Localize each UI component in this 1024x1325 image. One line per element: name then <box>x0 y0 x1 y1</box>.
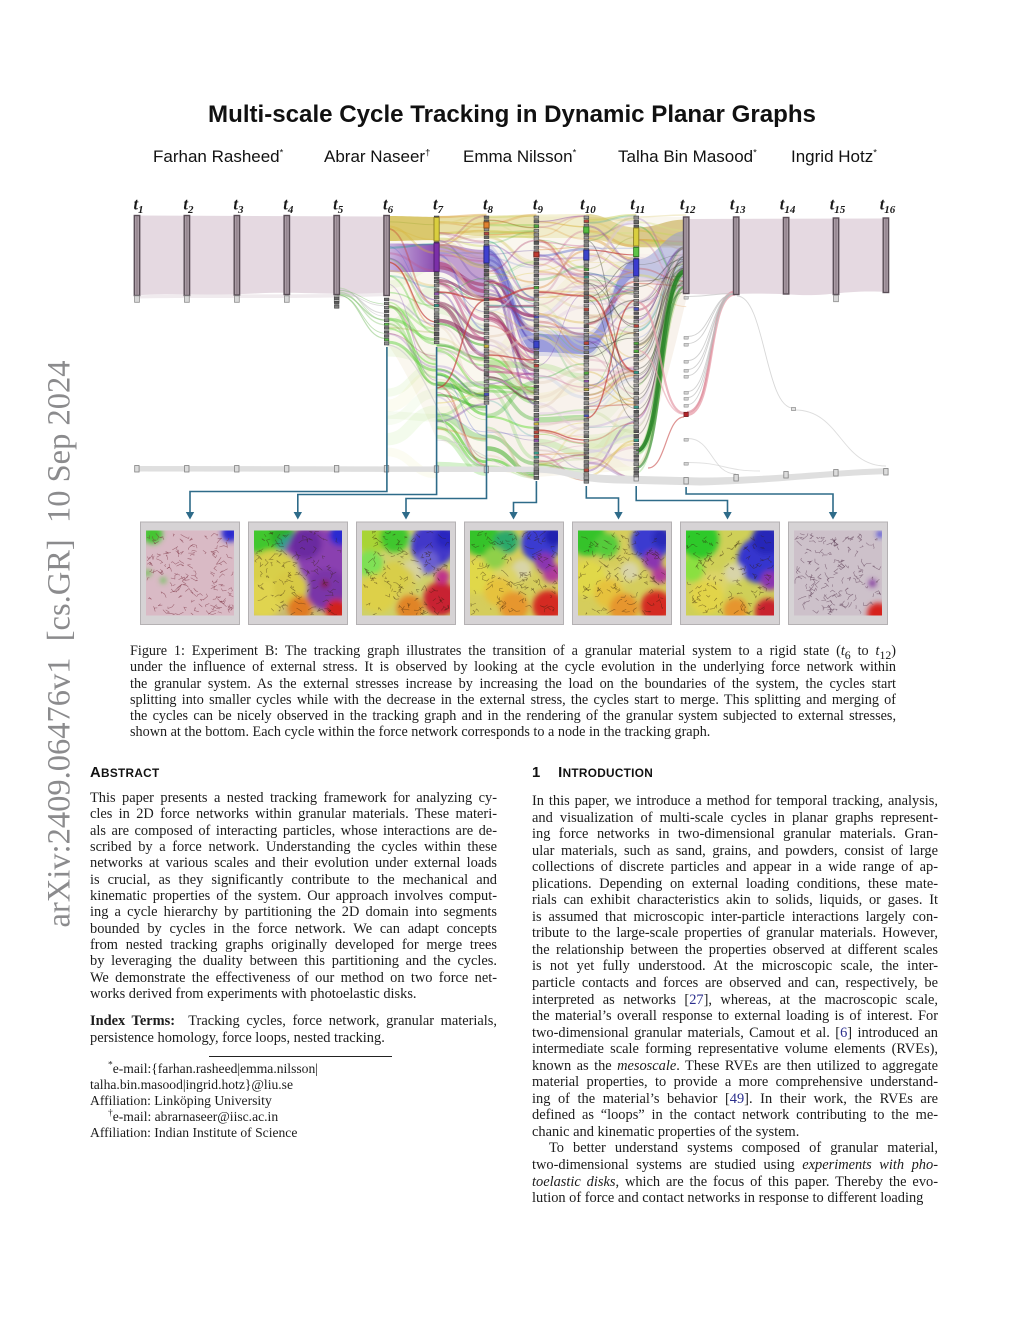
svg-text:t14: t14 <box>780 195 796 217</box>
svg-text:t5: t5 <box>333 195 344 217</box>
svg-text:t9: t9 <box>533 195 544 217</box>
svg-text:t10: t10 <box>580 195 596 217</box>
svg-text:t2: t2 <box>183 195 194 217</box>
svg-text:t16: t16 <box>880 195 896 217</box>
svg-text:t1: t1 <box>133 195 143 217</box>
svg-text:t12: t12 <box>680 195 696 217</box>
svg-text:t13: t13 <box>730 195 746 217</box>
svg-text:t7: t7 <box>433 195 444 217</box>
svg-text:t6: t6 <box>383 195 394 217</box>
svg-text:t15: t15 <box>830 195 846 217</box>
svg-text:t3: t3 <box>233 195 244 217</box>
svg-text:t4: t4 <box>283 195 294 217</box>
svg-text:t8: t8 <box>483 195 494 217</box>
svg-text:t11: t11 <box>630 195 645 217</box>
